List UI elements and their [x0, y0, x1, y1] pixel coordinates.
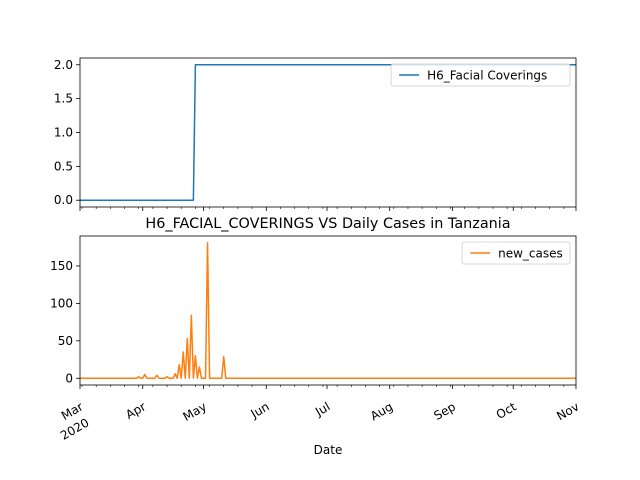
x-tick-label-may: May [181, 399, 209, 424]
series-line-new-cases [80, 241, 576, 380]
axes-frame [79, 235, 577, 386]
legend-label: H6_Facial Coverings [427, 69, 547, 83]
y-tick-label: 0 [65, 371, 73, 385]
legend-box [461, 241, 571, 265]
x-tick-label-aug: Aug [368, 399, 395, 423]
x-tick-label-oct: Oct [494, 399, 519, 422]
y-tick-label: 1.5 [54, 92, 73, 106]
facial-coverings-panel: 0.0 0.5 1.0 1.5 2.0 H6_Facial Coverings [54, 57, 577, 211]
chart-title: H6_FACIAL_COVERINGS VS Daily Cases in Ta… [145, 216, 510, 232]
x-tick-label-jun: Jun [248, 399, 272, 421]
y-tick-label: 0.5 [54, 159, 73, 173]
y-tick-label: 1.0 [54, 126, 73, 140]
y-tick-label: 50 [58, 334, 73, 348]
legend: H6_Facial Coverings [390, 63, 571, 87]
legend-label: new_cases [498, 247, 563, 261]
axes-frame [79, 57, 577, 208]
x-tick-label-apr: Apr [123, 399, 148, 422]
y-tick-label: 2.0 [54, 58, 73, 72]
daily-cases-panel: 0 50 100 150 H6_FACIAL_COVERINGS VS Daily Ca… [50, 216, 577, 389]
x-tick-label-nov: Nov [554, 399, 581, 423]
y-tick-label: 150 [50, 259, 73, 273]
legend-box [390, 63, 571, 87]
x-tick-label-sep: Sep [431, 399, 458, 422]
y-tick-label: 0.0 [54, 193, 73, 207]
series-line-h6-facial-coverings [80, 64, 576, 201]
y-tick-label: 100 [50, 296, 73, 310]
x-axis-label: Date [314, 443, 343, 457]
x-tick-label-jul: Jul [312, 399, 332, 419]
legend: new_cases [461, 241, 571, 265]
